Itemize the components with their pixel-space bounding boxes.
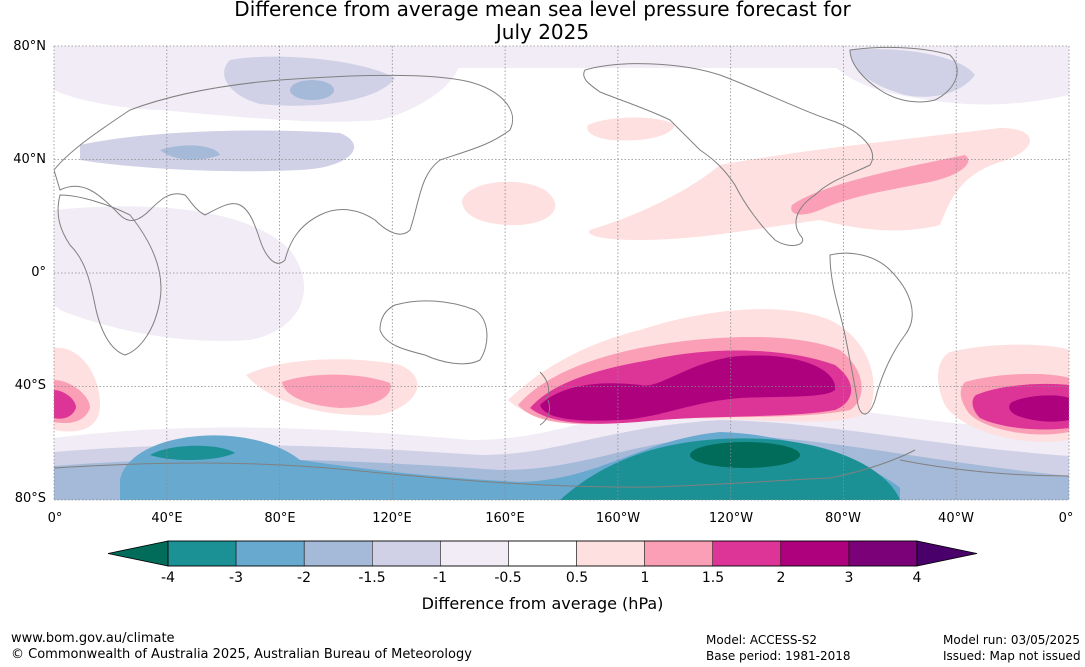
colorbar-tick-label: -0.5	[494, 570, 522, 586]
model-text: Model: ACCESS-S2	[706, 633, 818, 647]
map-title-line-1: Difference from average mean sea level p…	[234, 0, 851, 21]
indian-ocean-low-3	[150, 445, 235, 461]
lon-label-40w: 40°W	[938, 511, 974, 526]
colorbar-tick-label: 1	[640, 570, 650, 586]
colorbar-tick-label: -3	[229, 570, 243, 586]
colorbar-bin	[508, 540, 577, 567]
model-run-text: Model run: 03/05/2025	[943, 633, 1081, 647]
antarctica-outline	[54, 449, 1069, 488]
lon-label-0-east: 0°	[1058, 511, 1074, 526]
lat-label-0: 0°	[31, 265, 46, 280]
lon-label-160e: 160°E	[485, 511, 525, 526]
base-period-text: Base period: 1981-2018	[706, 649, 851, 663]
lat-label-80n: 80°N	[13, 39, 46, 54]
eurasia-outline	[54, 74, 514, 264]
anomaly-field	[54, 46, 1069, 500]
colorbar-title: Difference from average (hPa)	[421, 594, 664, 613]
south-indian-high-1	[282, 374, 391, 408]
lon-label-80e: 80°E	[264, 511, 296, 526]
africa-outline	[57, 194, 162, 356]
issued-text: Issued: Map not issued	[943, 649, 1081, 663]
colorbar-tick-label: -4	[161, 570, 175, 586]
colorbar-bin	[440, 540, 509, 567]
north-pacific-patch-05	[462, 181, 556, 226]
colorbar-extend-below	[107, 540, 169, 567]
colorbar-bin	[644, 540, 713, 567]
australia-outline	[379, 300, 488, 365]
new-zealand-outline	[539, 371, 551, 426]
colorbar-tick-label: -1	[433, 570, 447, 586]
colorbar-bin	[372, 540, 441, 567]
colorbar-tick-label: 2	[776, 570, 786, 586]
lat-label-40s: 40°S	[14, 378, 46, 393]
greenland-patch-1	[850, 49, 975, 97]
colorbar-bin	[712, 540, 782, 567]
lon-label-40e: 40°E	[151, 511, 183, 526]
colorbar-bin	[848, 540, 918, 567]
antarctic-low-4	[690, 442, 800, 468]
south-america-outline	[829, 252, 913, 415]
colorbar-bin	[780, 540, 850, 567]
south-pacific-high-2	[540, 355, 836, 421]
colorbar-tick-label: -1.5	[358, 570, 386, 586]
greenland-outline	[849, 46, 958, 103]
lon-label-160w: 160°W	[595, 511, 641, 526]
central-asia-patch-15	[160, 145, 220, 160]
colorbar-frame	[167, 540, 918, 567]
colorbar-bin	[167, 540, 237, 567]
colorbar-tick-label: 0.5	[565, 570, 589, 586]
lon-label-120e: 120°E	[372, 511, 412, 526]
colorbar-tick-label: 4	[912, 570, 922, 586]
map-title: Difference from average mean sea level p…	[0, 0, 1085, 44]
website-text: www.bom.gov.au/climate	[11, 631, 175, 646]
colorbar-bin	[235, 540, 305, 567]
south-atlantic-east-2	[1009, 395, 1069, 422]
colorbar-bin	[303, 540, 373, 567]
lat-label-80s: 80°S	[14, 491, 46, 506]
antarctic-low-3	[560, 438, 900, 500]
bering-patch-05	[587, 117, 675, 141]
colorbar-extend-above	[916, 540, 978, 567]
atlantic-high-1	[791, 155, 969, 215]
colorbar-bin	[576, 540, 645, 567]
land-outlines	[54, 46, 1069, 488]
graticule	[53, 45, 1070, 501]
copyright-text: © Commonwealth of Australia 2025, Austra…	[11, 647, 472, 662]
colorbar-tick-label: 1.5	[701, 570, 725, 586]
colorbar-tick-label: 3	[844, 570, 854, 586]
colorbar-tick-label: -2	[297, 570, 311, 586]
map-title-line-2: July 2025	[495, 20, 590, 44]
south-atlantic-west-15	[54, 390, 76, 419]
lat-label-40n: 40°N	[13, 152, 46, 167]
central-asia-patch-1	[80, 130, 355, 172]
lon-label-0-west: 0°	[47, 511, 63, 526]
lon-label-120w: 120°W	[708, 511, 754, 526]
indian-ocean-patch-05	[54, 206, 305, 341]
north-america-outline	[583, 63, 873, 246]
lon-label-80w: 80°W	[825, 511, 861, 526]
north-atlantic-patch-05	[589, 128, 1030, 240]
siberia-patch-15	[290, 80, 334, 100]
